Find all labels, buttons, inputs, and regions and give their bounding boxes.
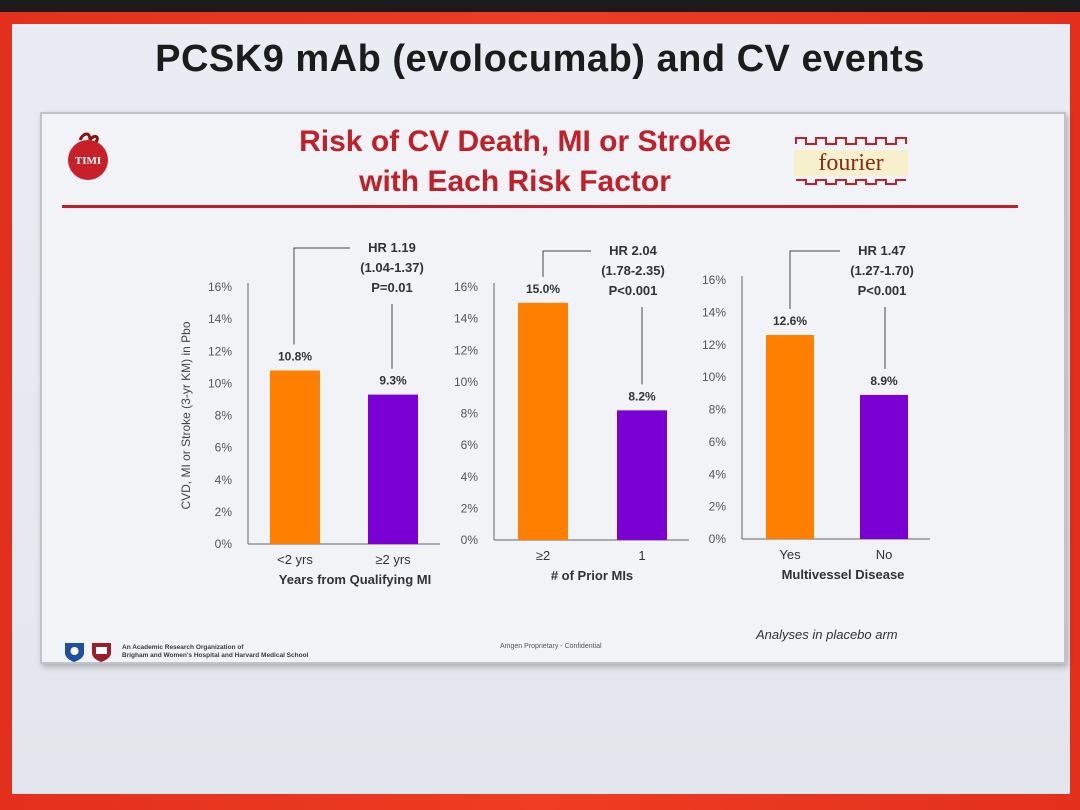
y-tick-label: 16%: [208, 280, 232, 294]
y-tick-label: 10%: [702, 370, 726, 384]
y-tick-label: 6%: [709, 435, 727, 449]
panel-title-line1: Risk of CV Death, MI or Stroke: [299, 125, 731, 158]
bar-value-label: 9.3%: [379, 374, 407, 388]
footer-organization: An Academic Research Organization of Bri…: [122, 644, 362, 660]
bar: [518, 302, 568, 540]
hr-annotation-line: P<0.001: [858, 283, 907, 298]
y-tick-label: 4%: [709, 467, 727, 481]
y-tick-label: 12%: [702, 338, 726, 352]
bar: [270, 370, 320, 544]
y-tick-label: 4%: [215, 473, 233, 487]
y-tick-label: 6%: [461, 438, 479, 452]
x-axis-label: Multivessel Disease: [782, 567, 905, 582]
y-tick-label: 14%: [454, 312, 478, 326]
category-label: Yes: [779, 547, 801, 562]
y-tick-label: 10%: [454, 375, 478, 389]
hr-annotation-line: (1.78-2.35): [601, 263, 665, 278]
bar-value-label: 8.9%: [870, 374, 898, 388]
y-tick-label: 4%: [461, 470, 479, 484]
bar: [860, 394, 908, 539]
y-tick-label: 2%: [461, 501, 479, 515]
timi-logo-text: TIMI: [75, 155, 101, 167]
y-tick-label: 14%: [208, 312, 232, 326]
hr-annotation-line: HR 2.04: [609, 243, 657, 258]
y-tick-label: 6%: [215, 441, 233, 455]
title-divider: [62, 205, 1018, 208]
category-label: <2 yrs: [277, 552, 313, 567]
hr-bracket-left: [789, 250, 840, 310]
y-tick-label: 8%: [215, 409, 233, 423]
hr-annotation-line: (1.27-1.70): [850, 263, 914, 278]
y-tick-label: 10%: [208, 376, 232, 390]
bar: [617, 410, 667, 540]
footer-org-line2: Brigham and Women's Hospital and Harvard…: [122, 652, 309, 659]
bar: [368, 394, 418, 544]
bar-value-label: 8.2%: [628, 389, 656, 403]
hr-annotation-line: (1.04-1.37): [360, 260, 424, 275]
timi-logo-icon: TIMI: [68, 132, 108, 180]
bar: [766, 335, 814, 539]
y-tick-label: 12%: [454, 343, 478, 357]
category-label: ≥2: [536, 548, 550, 563]
category-label: ≥2 yrs: [375, 552, 411, 567]
hr-annotation-line: P=0.01: [371, 280, 413, 295]
y-axis-title: CVD, MI or Stroke (3-yr KM) in Pbo: [179, 321, 193, 509]
chart-panel: [40, 112, 1066, 664]
panel-title-line2: with Each Risk Factor: [359, 165, 671, 198]
y-tick-label: 0%: [461, 533, 479, 547]
hr-annotation-line: HR 1.19: [368, 240, 416, 255]
bar-value-label: 15.0%: [526, 282, 560, 296]
category-label: 1: [638, 548, 645, 563]
x-axis-label: Years from Qualifying MI: [279, 572, 431, 587]
y-tick-label: 0%: [709, 532, 727, 546]
y-tick-label: 14%: [702, 305, 726, 319]
y-tick-label: 0%: [215, 537, 233, 551]
hr-bracket-left: [542, 250, 591, 277]
bar-value-label: 10.8%: [278, 350, 312, 364]
panel-title: Risk of CV Death, MI or Stroke with Each…: [250, 122, 780, 202]
y-tick-label: 2%: [215, 505, 233, 519]
hr-annotation-line: HR 1.47: [858, 243, 906, 258]
y-tick-label: 12%: [208, 344, 232, 358]
footer-org-line1: An Academic Research Organization of: [122, 644, 244, 651]
fourier-logo-text: fourier: [818, 150, 883, 176]
category-label: No: [876, 547, 893, 562]
footer-note: Analyses in placebo arm: [756, 627, 898, 642]
hr-annotation-line: P<0.001: [609, 283, 658, 298]
y-tick-label: 16%: [702, 273, 726, 287]
y-tick-label: 2%: [709, 500, 727, 514]
fourier-logo-icon: fourier: [794, 137, 908, 185]
bar-value-label: 12.6%: [773, 314, 807, 328]
slide-title: PCSK9 mAb (evolocumab) and CV events: [155, 38, 925, 80]
y-tick-label: 16%: [454, 280, 478, 294]
y-tick-label: 8%: [461, 407, 479, 421]
footer-confidential: Amgen Proprietary - Confidential: [500, 643, 602, 650]
y-tick-label: 8%: [709, 403, 727, 417]
hr-bracket-left: [293, 247, 350, 345]
x-axis-label: # of Prior MIs: [551, 568, 633, 583]
institution-shields-icon: [65, 643, 111, 662]
